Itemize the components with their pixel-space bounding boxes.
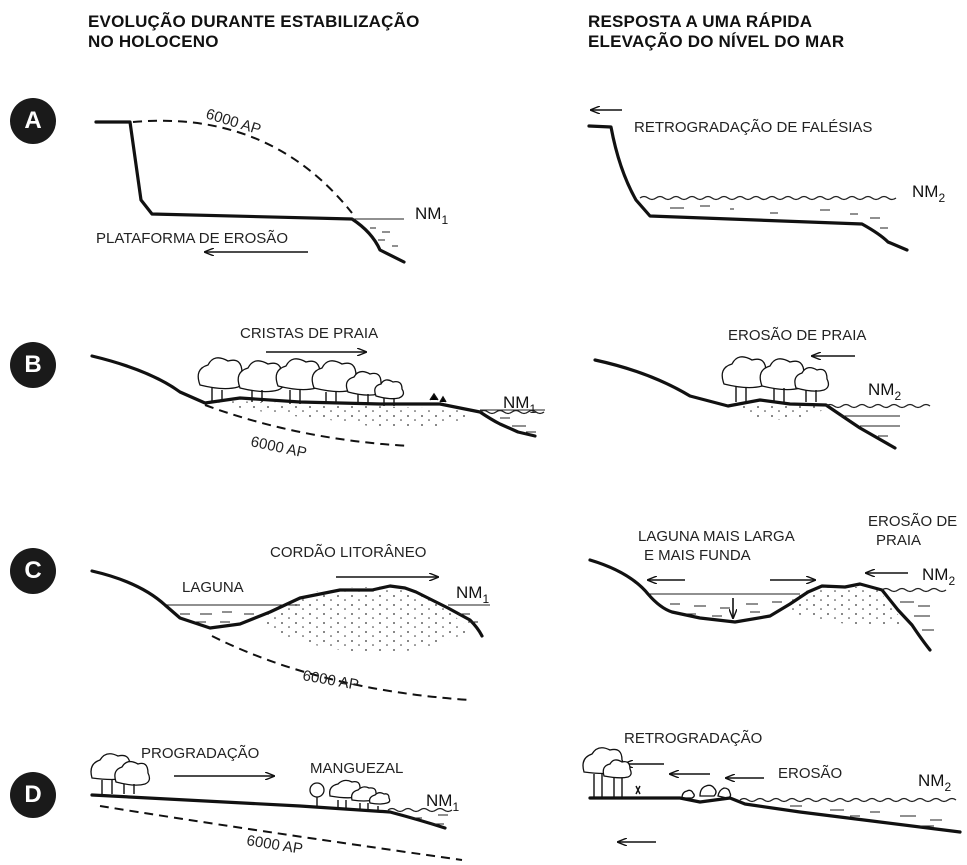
water-hatching [410, 814, 448, 825]
water-hatching [900, 601, 934, 631]
mangrove-label: MANGUEZAL [310, 760, 403, 777]
tree-icon [721, 356, 769, 389]
sea-level-label: NM2 [912, 182, 945, 205]
panel-b-left: CRISTAS DE PRAIA 6000 AP NM1 [90, 325, 545, 462]
water-hatching [840, 415, 900, 437]
mangrove-trees [309, 779, 391, 810]
sea-waves [479, 409, 545, 415]
sea-level-label: NM2 [918, 771, 951, 794]
barrier-sand [260, 586, 470, 653]
cliff-profile [587, 124, 909, 252]
tree-icon [602, 759, 632, 779]
panel-d-right: RETROGRADAÇÃO EROSÃO NM2 [582, 730, 962, 842]
sea-level-label: NM1 [415, 204, 448, 227]
beach-sand [730, 406, 830, 420]
panel-a-left: 6000 AP NM1 PLATAFORMA DE EROSÃO [94, 106, 448, 264]
tree-icon [309, 782, 325, 798]
lagoon-hatching [670, 601, 782, 617]
column-header-right-line2: ELEVAÇÃO DO NÍVEL DO MAR [588, 32, 845, 51]
sea-waves [825, 403, 931, 409]
column-header-left-line2: NO HOLOCENO [88, 32, 219, 51]
erosion-platform-label: PLATAFORMA DE EROSÃO [96, 230, 288, 247]
panel-c-left: CORDÃO LITORÂNEO LAGUNA 6000 AP NM1 [90, 544, 490, 701]
progradation-label: PROGRADAÇÃO [141, 745, 259, 762]
beach-profile [90, 354, 537, 438]
row-badge-a: A [10, 98, 56, 144]
sea-level-label: NM2 [922, 565, 955, 588]
beach-erosion-label: EROSÃO DE PRAIA [728, 327, 866, 344]
paleo-surface-6000 [204, 404, 411, 447]
vegetation [197, 357, 447, 406]
sea-surface [448, 604, 490, 623]
lagoon-hatching [180, 611, 254, 623]
panel-d-left: PROGRADAÇÃO MANGUEZAL 6000 AP NM1 [90, 745, 463, 861]
lagoon-barrier-profile [588, 558, 932, 652]
tree-trunks [735, 386, 817, 402]
panel-a-right: RETROGRADAÇÃO DE FALÉSIAS NM2 [587, 110, 945, 252]
age-label: 6000 AP [204, 106, 263, 139]
sea-surface [480, 409, 545, 433]
sea-level-label: NM1 [426, 791, 459, 814]
water-hatching [370, 227, 398, 247]
cliff-retrogradation-label: RETROGRADAÇÃO DE FALÉSIAS [634, 119, 872, 136]
sea-level-label: NM1 [503, 393, 536, 416]
panel-c-right: LAGUNA MAIS LARGA E MAIS FUNDA EROSÃO DE… [588, 513, 957, 652]
coastal-plain-profile [588, 796, 962, 834]
row-badge-c: C [10, 548, 56, 594]
lagoon-label: LAGUNA [182, 579, 244, 596]
cliff-profile [94, 120, 406, 264]
row-badge-d: D [10, 772, 56, 818]
beach-profile [593, 358, 897, 450]
tree-trunks [593, 774, 641, 798]
mangrove-remnants [681, 784, 732, 799]
erosion-label: EROSÃO [778, 765, 842, 782]
sea-waves [881, 587, 947, 593]
sea-waves [387, 807, 453, 813]
barrier-sand [790, 585, 910, 627]
wider-lagoon-label-1: LAGUNA MAIS LARGA [638, 528, 795, 545]
water-hatching [670, 205, 888, 229]
sea-level-label: NM2 [868, 380, 901, 403]
vegetation-inland [90, 753, 151, 794]
vegetation [721, 356, 830, 402]
beach-erosion-label-2: PRAIA [876, 532, 921, 549]
column-header-right-line1: RESPOSTA A UMA RÁPIDA [588, 12, 813, 31]
tree-trunks [211, 388, 447, 406]
tree-trunks [316, 797, 379, 810]
tree-trunks [101, 780, 135, 794]
beach-ridges-label: CRISTAS DE PRAIA [240, 325, 378, 342]
paleo-surface-6000 [132, 119, 353, 214]
sea-level-label: NM1 [456, 583, 489, 606]
tree-icon [275, 358, 323, 391]
wider-lagoon-label-2: E MAIS FUNDA [644, 547, 751, 564]
beach-erosion-label-1: EROSÃO DE [868, 513, 957, 530]
column-header-right: RESPOSTA A UMA RÁPIDA ELEVAÇÃO DO NÍVEL … [588, 12, 844, 52]
age-label: 6000 AP [249, 433, 308, 461]
tree-icon [114, 760, 151, 786]
tree-icon [794, 366, 830, 392]
vegetation [582, 747, 732, 799]
row-badge-b: B [10, 342, 56, 388]
lagoon-barrier-profile [90, 569, 484, 638]
tree-icon [368, 792, 391, 805]
panel-b-right: EROSÃO DE PRAIA NM2 [593, 327, 931, 450]
beach-sand [205, 400, 480, 428]
coastal-plain-profile [90, 793, 447, 830]
age-label: 6000 AP [301, 667, 360, 694]
barrier-label: CORDÃO LITORÂNEO [270, 544, 426, 561]
tree-icon [237, 360, 285, 393]
water-hatching [790, 805, 942, 827]
paleo-surface-6000 [99, 805, 463, 861]
column-header-left: EVOLUÇÃO DURANTE ESTABILIZAÇÃO NO HOLOCE… [88, 12, 420, 52]
tree-icon [197, 357, 245, 390]
paleo-surface-6000 [211, 635, 471, 701]
retrogradation-label: RETROGRADAÇÃO [624, 730, 762, 747]
tree-icon [374, 379, 405, 400]
sea-waves [739, 797, 957, 803]
sea-surface [639, 195, 897, 201]
column-header-left-line1: EVOLUÇÃO DURANTE ESTABILIZAÇÃO [88, 12, 420, 31]
